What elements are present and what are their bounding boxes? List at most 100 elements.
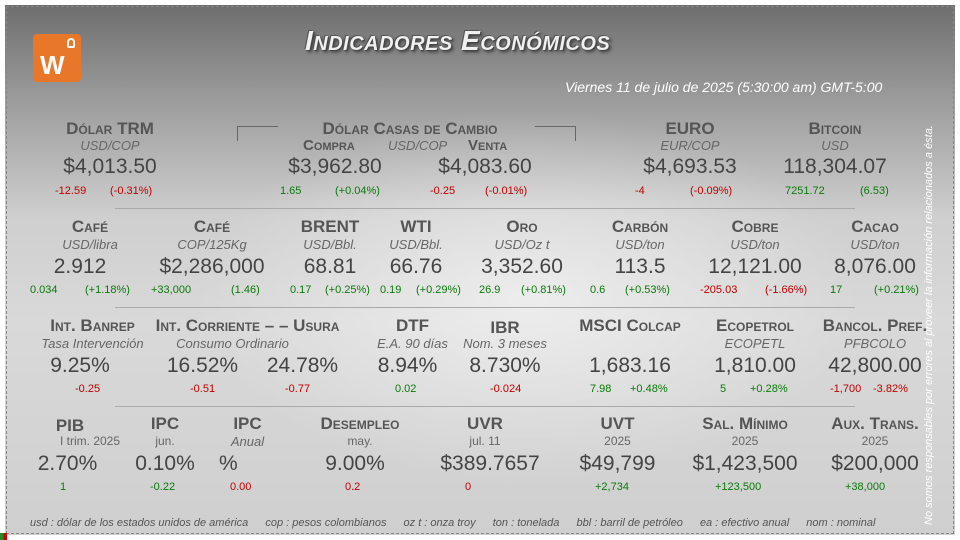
brent-pct: (+0.25%)	[325, 284, 370, 296]
row-divider	[115, 406, 855, 407]
euro-pct: (-0.09%)	[690, 185, 733, 197]
casas-bracket-left	[237, 126, 278, 141]
aux-transporte-label: Aux. Trans.	[831, 414, 919, 433]
trm-unit: USD/COP	[80, 138, 140, 153]
ipc-annual-value: %	[219, 452, 238, 475]
cafe-cop-value: $2,286,000	[159, 255, 265, 278]
abbreviation-note: usd : dólar de los estados unidos de amé…	[30, 517, 249, 529]
brent-unit: USD/Bbl.	[303, 237, 357, 252]
bitcoin-change: 7251.72	[785, 185, 825, 197]
oro-unit: USD/Oz t	[494, 237, 550, 252]
oro-label: Oro	[506, 217, 538, 236]
oro-change: 26.9	[479, 284, 501, 296]
flag-marker	[0, 533, 7, 540]
bitcoin-label: Bitcoin	[808, 119, 862, 138]
row-divider	[115, 307, 855, 308]
ibr-sub: Nom. 3 meses	[463, 336, 547, 351]
salario-minimo-value: $1,423,500	[692, 452, 798, 475]
banrep-change: -0.25	[75, 383, 101, 395]
ecopetrol-value: 1,810.00	[714, 354, 796, 377]
ibr-label: IBR	[490, 318, 520, 337]
ipc-monthly-change: -0.22	[150, 481, 176, 493]
disclaimer-vertical: No somos responsables por errores al pro…	[923, 125, 935, 525]
cobre-pct: (-1.66%)	[765, 284, 808, 296]
dtf-sub: E.A. 90 días	[377, 336, 448, 351]
salario-minimo-label: Sal. Mínimo	[702, 414, 788, 433]
bitcoin-pct: (6.53)	[860, 185, 889, 197]
ipc-monthly-value: 0.10%	[135, 452, 195, 475]
cobre-value: 12,121.00	[708, 255, 802, 278]
venta-label: Venta	[468, 137, 508, 154]
ecopetrol-pct: +0.28%	[750, 383, 788, 395]
trm-value: $4,013.50	[63, 155, 157, 178]
compra-value: $3,962.80	[288, 155, 382, 178]
dtf-change: 0.02	[395, 383, 417, 395]
trm-pct: (-0.31%)	[110, 185, 153, 197]
bancol-ticker: PFBCOLO	[843, 336, 907, 351]
cafe-usd-pct: (+1.18%)	[85, 284, 130, 296]
cobre-label: Cobre	[731, 217, 779, 236]
brent-change: 0.17	[290, 284, 312, 296]
venta-value: $4,083.60	[438, 155, 532, 178]
salario-minimo-year: 2025	[731, 434, 759, 448]
euro-change: -4	[635, 185, 645, 197]
abbreviation-note: oz t : onza troy	[403, 517, 476, 529]
corriente-value: 16.52%	[166, 354, 239, 377]
abbreviation-note: nom : nominal	[806, 517, 876, 529]
uvr-label: UVR	[467, 414, 503, 433]
lightbulb-icon	[67, 38, 75, 48]
usura-change: -0.77	[285, 383, 311, 395]
pib-label: PIB	[55, 416, 85, 435]
casas-label: Dólar Casas de Cambio	[322, 119, 498, 138]
carbon-value: 113.5	[614, 255, 666, 278]
abbreviations-footer: usd : dólar de los estados unidos de amé…	[30, 517, 889, 529]
casas-bracket-right	[535, 126, 576, 141]
abbreviation-note: bbl : barril de petróleo	[576, 517, 683, 529]
wti-value: 66.76	[389, 255, 443, 278]
ibr-value: 8.730%	[469, 354, 541, 377]
ipc-annual-change: 0.00	[230, 481, 252, 493]
cafe-usd-unit: USD/libra	[62, 237, 118, 252]
bitcoin-unit: USD	[821, 138, 849, 153]
corriente-sub: Consumo Ordinario	[176, 336, 289, 351]
cobre-change: -205.03	[700, 284, 738, 296]
abbreviation-note: cop : pesos colombianos	[265, 517, 387, 529]
cafe-usd-change: 0.034	[30, 284, 58, 296]
msci-colcap-pct: +0.48%	[630, 383, 668, 395]
oro-value: 3,352.60	[481, 255, 563, 278]
cacao-change: 17	[830, 284, 843, 296]
uvt-change: +2,734	[595, 481, 629, 493]
wti-pct: (+0.29%)	[416, 284, 461, 296]
desempleo-value: 9.00%	[325, 452, 385, 475]
logo-mark: W	[40, 50, 64, 80]
pib-change: 1	[60, 481, 67, 493]
euro-unit: EUR/COP	[660, 138, 720, 153]
abbreviation-note: ton : tonelada	[492, 517, 560, 529]
oro-pct: (+0.81%)	[521, 284, 566, 296]
cacao-pct: (+0.21%)	[874, 284, 919, 296]
dtf-label: DTF	[395, 316, 430, 335]
pib-value: 2.70%	[37, 452, 98, 475]
carbon-unit: USD/ton	[615, 237, 665, 252]
bitcoin-value: 118,304.07	[783, 155, 887, 178]
brand-logo: W	[33, 34, 81, 82]
cacao-label: Cacao	[851, 217, 899, 236]
euro-label: EURO	[665, 119, 715, 138]
report-date: Viernes 11 de julio de 2025 (5:30:00 am)…	[565, 79, 883, 95]
euro-value: $4,693.53	[643, 155, 737, 178]
ibr-change: -0.024	[490, 383, 522, 395]
bancol-label: Bancol. Pref.	[822, 316, 928, 335]
compra-label: Compra	[303, 137, 355, 154]
ipc-annual-sub: Anual	[230, 434, 265, 449]
bancol-change: -1,700	[830, 383, 862, 395]
msci-colcap-label: MSCI Colcap	[579, 316, 681, 335]
usura-value: 24.78%	[266, 354, 339, 377]
msci-colcap-value: 1,683.16	[589, 354, 671, 377]
compra-change: 1.65	[280, 185, 302, 197]
aux-transporte-value: $200,000	[831, 452, 919, 475]
bancol-value: 42,800.00	[828, 354, 922, 377]
cafe-usd-label: Café	[71, 217, 109, 236]
corriente-change: -0.51	[190, 383, 216, 395]
uvt-label: UVT	[600, 414, 635, 433]
desempleo-label: Desempleo	[320, 414, 400, 433]
